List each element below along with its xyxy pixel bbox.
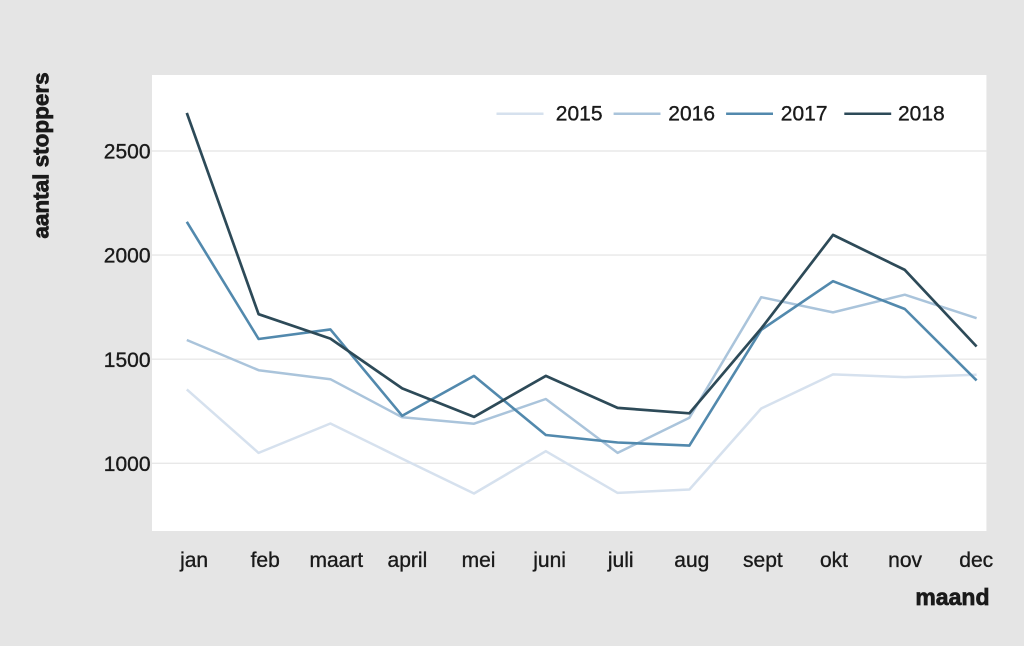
svg-text:maand: maand (915, 584, 989, 610)
svg-text:aug: aug (674, 549, 709, 572)
svg-text:maart: maart (309, 549, 363, 572)
svg-text:feb: feb (251, 549, 280, 572)
svg-text:juni: juni (532, 549, 566, 572)
svg-text:2017: 2017 (781, 103, 828, 126)
svg-text:1000: 1000 (104, 453, 151, 476)
svg-text:okt: okt (820, 549, 848, 572)
svg-text:1500: 1500 (104, 349, 151, 372)
svg-text:juli: juli (607, 549, 634, 572)
svg-text:sept: sept (743, 549, 783, 572)
svg-text:dec: dec (959, 549, 993, 572)
svg-text:2016: 2016 (668, 103, 715, 126)
svg-text:2015: 2015 (556, 103, 603, 126)
svg-text:april: april (388, 549, 428, 572)
svg-text:2000: 2000 (104, 245, 151, 268)
svg-text:jan: jan (179, 549, 208, 572)
svg-text:2018: 2018 (898, 103, 945, 126)
svg-text:aantal stoppers: aantal stoppers (29, 72, 54, 238)
svg-text:2500: 2500 (104, 141, 151, 164)
svg-text:nov: nov (888, 549, 922, 572)
svg-text:mei: mei (462, 549, 496, 572)
